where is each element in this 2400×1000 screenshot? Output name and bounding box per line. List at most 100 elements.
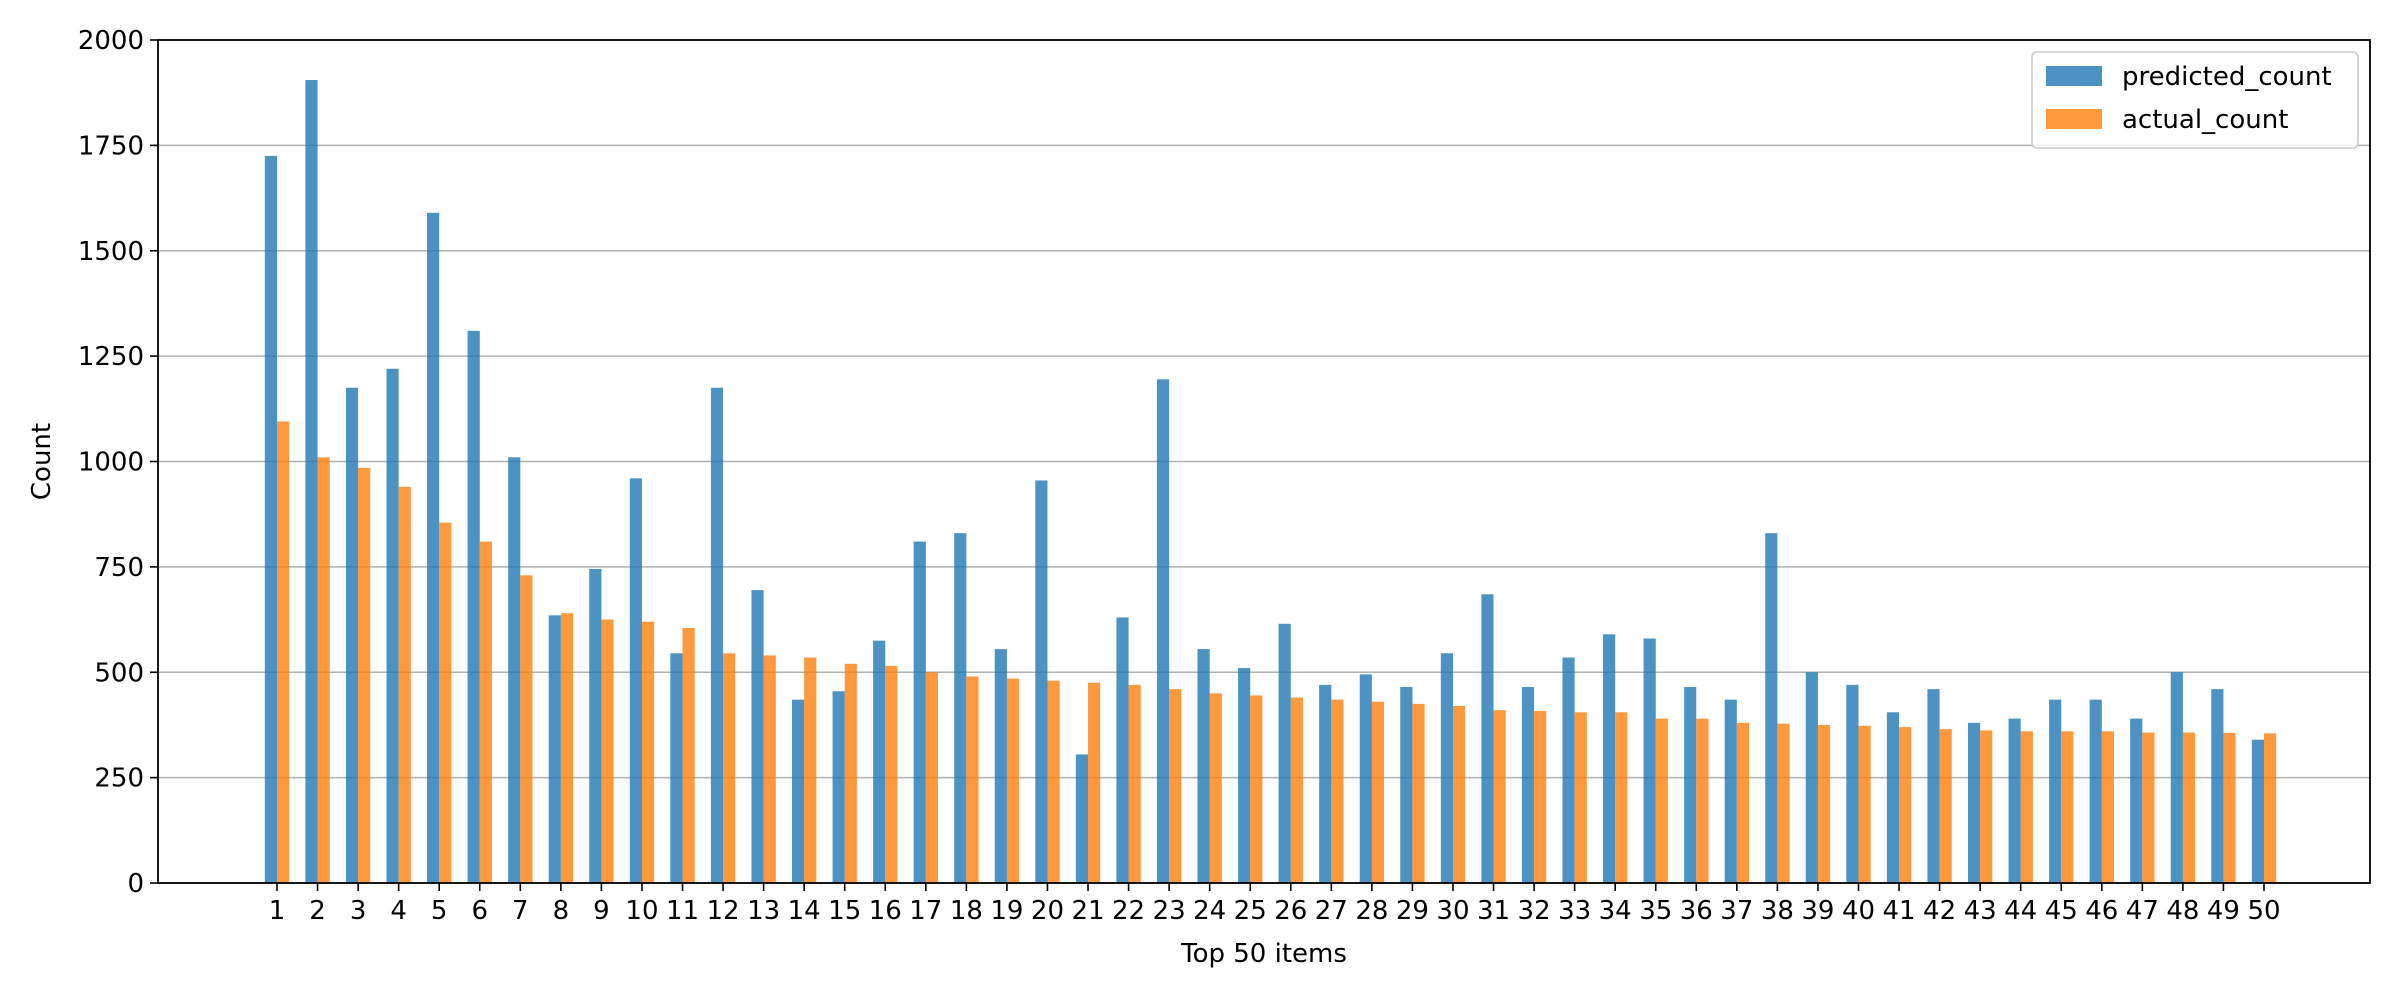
x-tick-label: 10 <box>625 896 658 926</box>
bar-actual_count <box>2101 731 2114 883</box>
bar-actual_count <box>1534 711 1547 883</box>
bar-actual_count <box>1290 697 1303 883</box>
bar-predicted_count <box>1724 699 1737 883</box>
x-tick-label: 3 <box>350 896 367 926</box>
bar-predicted_count <box>2170 672 2183 883</box>
x-tick-label: 11 <box>666 896 699 926</box>
bar-predicted_count <box>1562 657 1575 883</box>
x-tick-label: 31 <box>1477 896 1510 926</box>
bar-predicted_count <box>710 387 724 883</box>
bar-actual_count <box>925 672 938 883</box>
y-tick-label: 750 <box>94 553 144 583</box>
bar-actual_count <box>1493 710 1506 883</box>
x-tick-label: 24 <box>1193 896 1226 926</box>
bar-actual_count <box>479 541 492 883</box>
x-tick-label: 43 <box>1964 896 1997 926</box>
bar-predicted_count <box>2008 718 2021 883</box>
y-tick-label: 250 <box>94 764 144 794</box>
bar-actual_count <box>2142 732 2155 883</box>
x-axis-label: Top 50 items <box>1180 939 1347 969</box>
bar-actual_count <box>277 421 290 883</box>
bar-actual_count <box>1452 705 1466 883</box>
legend: predicted_count actual_count <box>2031 51 2359 149</box>
bar-predicted_count <box>1116 617 1129 883</box>
bar-predicted_count <box>1481 594 1494 883</box>
bar-predicted_count <box>1400 687 1413 883</box>
bar-predicted_count <box>2251 739 2264 883</box>
bar-actual_count <box>1980 730 1993 883</box>
x-tick-label: 38 <box>1761 896 1794 926</box>
bar-predicted_count <box>427 212 440 883</box>
bar-predicted_count <box>1238 668 1251 883</box>
bar-actual_count <box>641 621 655 883</box>
x-tick-label: 32 <box>1518 896 1551 926</box>
bar-actual_count <box>1777 723 1790 883</box>
bar-actual_count <box>1331 699 1344 883</box>
bar-predicted_count <box>1156 379 1170 883</box>
bar-predicted_count <box>1521 687 1535 883</box>
bar-predicted_count <box>508 457 521 883</box>
bar-actual_count <box>1088 682 1101 883</box>
legend-swatch-predicted_count <box>2046 66 2102 86</box>
bar-predicted_count <box>1643 638 1656 883</box>
bar-actual_count <box>1655 718 1668 883</box>
bar-actual_count <box>1169 689 1182 883</box>
bar-actual_count <box>1047 680 1060 883</box>
bar-actual_count <box>804 657 817 883</box>
x-tick-label: 27 <box>1315 896 1348 926</box>
bar-predicted_count <box>1075 754 1089 883</box>
x-tick-label: 37 <box>1720 896 1753 926</box>
bar-predicted_count <box>670 653 683 883</box>
bar-predicted_count <box>1603 634 1616 883</box>
bar-actual_count <box>398 486 411 883</box>
bar-predicted_count <box>2089 699 2102 883</box>
x-tick-label: 23 <box>1153 896 1186 926</box>
bar-predicted_count <box>1805 672 1818 883</box>
x-tick-label: 21 <box>1071 896 1104 926</box>
bar-actual_count <box>601 619 614 883</box>
x-tick-label: 2 <box>309 896 326 926</box>
x-tick-label: 45 <box>2045 896 2078 926</box>
x-tick-label: 4 <box>390 896 407 926</box>
bar-actual_count <box>966 676 979 883</box>
x-tick-label: 34 <box>1599 896 1632 926</box>
y-tick-label: 2000 <box>78 26 144 56</box>
bar-actual_count <box>560 613 574 883</box>
bar-actual_count <box>1250 695 1263 883</box>
bar-actual_count <box>439 522 452 883</box>
bar-actual_count <box>2061 731 2074 883</box>
y-tick-label: 1500 <box>78 237 144 267</box>
bar-actual_count <box>358 467 371 883</box>
bar-predicted_count <box>386 368 399 883</box>
bar-actual_count <box>2020 731 2033 883</box>
x-tick-label: 48 <box>2166 896 2199 926</box>
bar-actual_count <box>1128 684 1141 883</box>
bar-predicted_count <box>1035 480 1048 883</box>
bar-predicted_count <box>1359 674 1372 883</box>
bar-actual_count <box>1696 718 1709 883</box>
bar-predicted_count <box>305 80 318 884</box>
bar-actual_count <box>2264 733 2277 883</box>
x-tick-label: 1 <box>269 896 286 926</box>
y-tick-label: 1250 <box>78 342 144 372</box>
x-tick-label: 9 <box>593 896 610 926</box>
x-tick-label: 13 <box>747 896 780 926</box>
y-axis-label: Count <box>27 423 57 500</box>
y-tick-label: 0 <box>127 869 144 899</box>
x-tick-label: 14 <box>788 896 821 926</box>
bar-predicted_count <box>751 590 764 883</box>
x-tick-label: 15 <box>828 896 861 926</box>
x-tick-label: 16 <box>869 896 902 926</box>
bar-predicted_count <box>994 649 1007 883</box>
bar-actual_count <box>1371 701 1385 883</box>
bar-predicted_count <box>467 330 480 884</box>
bar-actual_count <box>723 653 736 883</box>
bar-actual_count <box>2182 732 2196 883</box>
x-tick-label: 6 <box>471 896 488 926</box>
bar-actual_count <box>1615 712 1628 883</box>
bar-predicted_count <box>954 533 967 883</box>
x-tick-label: 42 <box>1923 896 1956 926</box>
bar-predicted_count <box>2130 718 2143 883</box>
